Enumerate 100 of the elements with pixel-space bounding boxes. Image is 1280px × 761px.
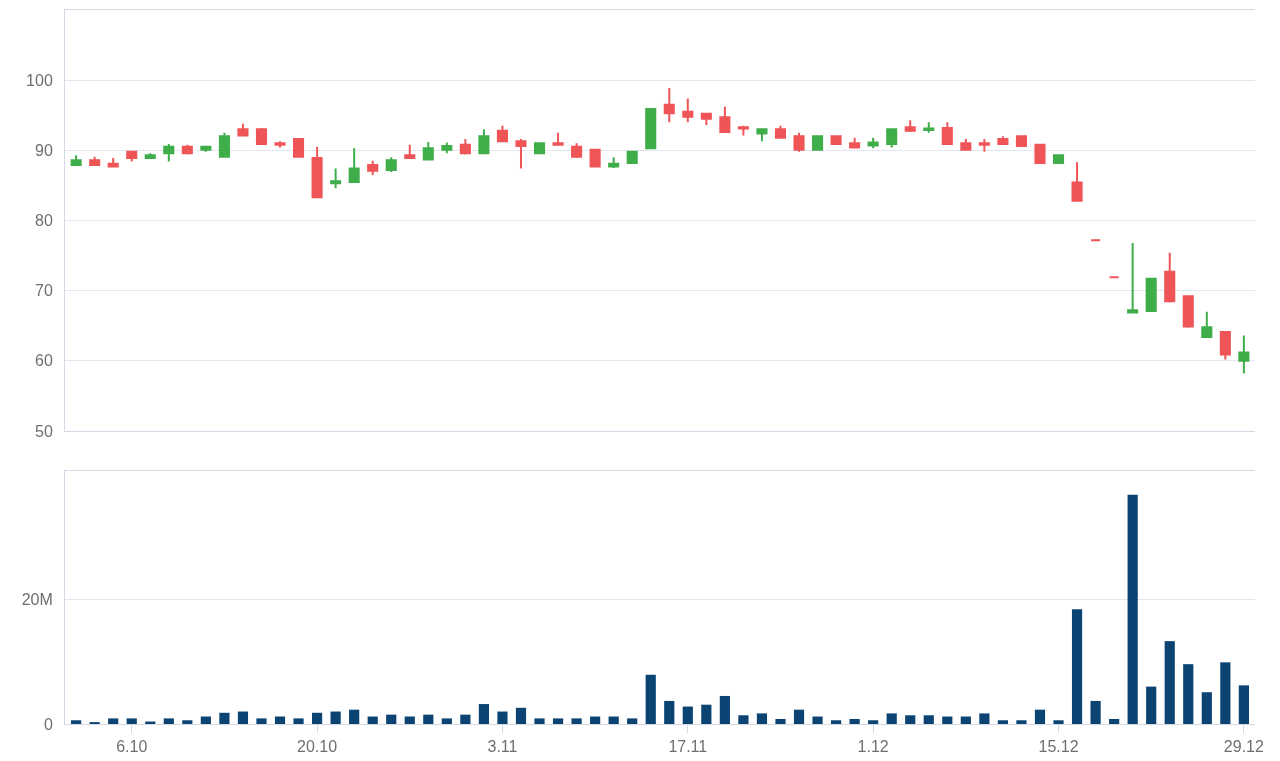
bar — [497, 711, 508, 724]
bar — [256, 718, 267, 724]
bar — [386, 714, 397, 724]
candlestick — [737, 124, 749, 137]
candlestick — [1238, 334, 1250, 375]
candlestick — [645, 107, 657, 150]
bar — [515, 707, 527, 724]
candlestick — [997, 135, 1009, 146]
y-tick-label: 100 — [26, 71, 53, 89]
candlestick — [330, 167, 342, 190]
bar — [182, 720, 193, 724]
candlestick — [812, 135, 824, 151]
candlestick — [1182, 295, 1194, 329]
bar — [1034, 709, 1046, 724]
candlestick — [126, 150, 138, 163]
candlestick — [830, 135, 842, 146]
candlestick — [89, 155, 101, 167]
candlestick — [904, 119, 916, 134]
bar — [960, 716, 971, 724]
candlestick — [700, 112, 712, 127]
candlestick — [1108, 276, 1120, 279]
candlestick — [348, 147, 360, 183]
candlestick — [144, 152, 156, 160]
candlestick — [1127, 241, 1139, 314]
candlestick — [311, 145, 323, 199]
candlestick — [1034, 143, 1046, 164]
candlestick — [1090, 239, 1102, 242]
x-tick-label: 15.12 — [1038, 738, 1079, 756]
bar — [682, 706, 693, 724]
bar — [1238, 685, 1249, 724]
candlestick — [385, 156, 397, 174]
candlestick — [1015, 135, 1027, 148]
bar — [590, 716, 601, 724]
bar — [423, 714, 434, 724]
x-tick-label: 6.10 — [116, 738, 148, 756]
bar — [534, 718, 545, 724]
candlestick — [181, 143, 193, 156]
bar — [849, 719, 860, 724]
candlestick — [515, 138, 527, 170]
bar — [1127, 494, 1138, 724]
candlestick — [496, 124, 508, 143]
bar — [367, 716, 378, 724]
bar — [330, 711, 341, 724]
candlestick — [478, 128, 490, 155]
bar — [793, 709, 805, 724]
bar — [868, 720, 879, 724]
candlestick — [960, 138, 972, 151]
bar — [311, 712, 323, 724]
candlestick — [589, 148, 601, 168]
bar — [1164, 641, 1175, 724]
bar — [664, 700, 675, 724]
bar — [923, 715, 934, 724]
bar — [571, 718, 582, 724]
bar — [404, 716, 415, 724]
bar — [1109, 719, 1120, 724]
x-tick-label: 3.11 — [487, 738, 518, 756]
candlestick — [663, 86, 675, 124]
y-tick-label: 0 — [43, 715, 53, 733]
candlestick — [571, 142, 583, 160]
bar — [979, 713, 990, 724]
candlestick — [849, 136, 861, 149]
candlestick — [886, 128, 898, 149]
candlestick — [941, 121, 953, 146]
x-tick-label: 29.12 — [1223, 738, 1264, 756]
y-tick-label: 20M — [21, 590, 53, 608]
bar — [219, 712, 230, 724]
bar — [627, 718, 638, 724]
candlestick — [756, 128, 768, 143]
candlestick — [459, 138, 471, 156]
candlestick — [719, 105, 731, 134]
bar — [200, 716, 211, 724]
candlestick — [274, 140, 286, 149]
candlestick — [1145, 277, 1157, 313]
bar — [905, 715, 916, 724]
x-tick-label: 20.10 — [297, 738, 338, 756]
candlestick — [978, 138, 990, 153]
bar — [1183, 664, 1194, 724]
candlestick — [1201, 310, 1213, 338]
bar — [1146, 686, 1157, 724]
bar — [552, 718, 564, 724]
bar — [1071, 609, 1083, 724]
candlestick — [441, 141, 453, 155]
x-tick-label: 17.11 — [668, 738, 708, 756]
bar — [163, 718, 174, 724]
candlestick — [682, 97, 694, 124]
bar — [1220, 662, 1231, 724]
bar — [738, 715, 749, 724]
bar — [775, 719, 786, 724]
candlestick — [793, 131, 805, 153]
bar — [126, 718, 137, 724]
candlestick — [237, 122, 249, 137]
bar — [701, 704, 712, 724]
bar — [812, 716, 823, 724]
candlestick — [218, 131, 230, 158]
bar — [1053, 720, 1064, 724]
candlestick — [1071, 161, 1083, 202]
candlestick — [626, 150, 638, 164]
bar — [886, 713, 897, 724]
bar — [1090, 700, 1101, 724]
candlestick — [552, 131, 564, 146]
